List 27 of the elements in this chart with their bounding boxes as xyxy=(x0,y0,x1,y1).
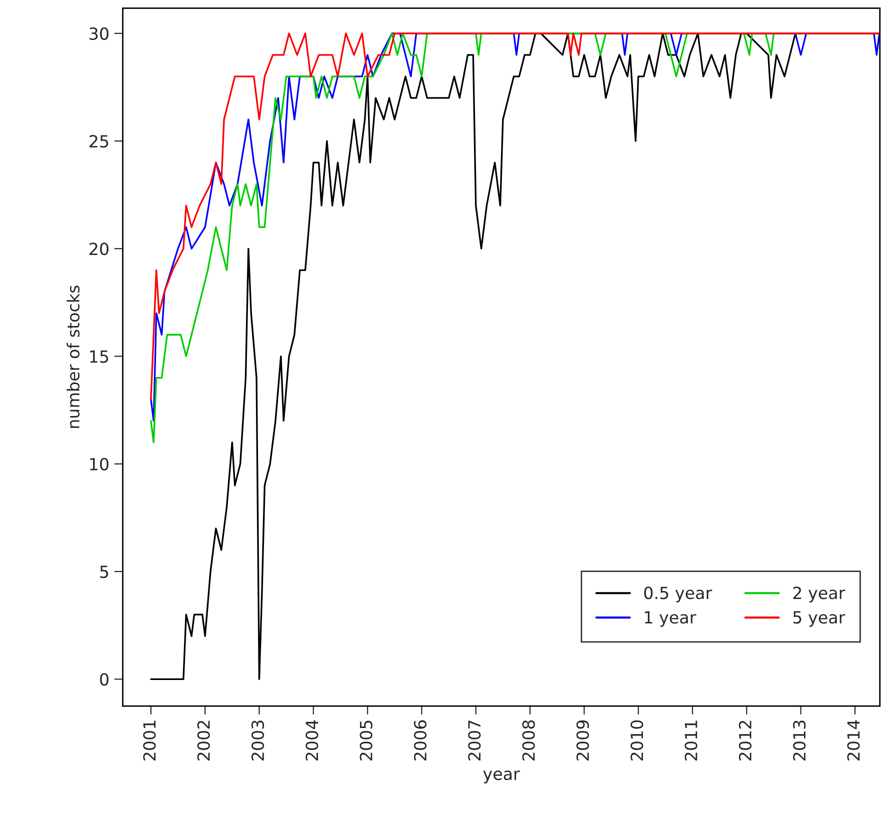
x-tick-label: 2005 xyxy=(360,720,372,760)
y-tick-label: 10 xyxy=(90,458,108,470)
x-tick-label: 2009 xyxy=(576,720,590,760)
x-tick-label: 2007 xyxy=(468,720,481,760)
y-tick-label: 5 xyxy=(100,566,108,578)
x-tick-label: 2012 xyxy=(738,720,752,760)
x-tick-label: 2006 xyxy=(414,720,427,760)
x-tick-label: 2001 xyxy=(143,720,156,760)
y-tick-label: 15 xyxy=(90,350,108,363)
x-tick-label: 2008 xyxy=(522,720,535,760)
x-tick-label: 2013 xyxy=(793,720,806,760)
y-tick-label: 20 xyxy=(90,242,108,256)
x-tick-label: 2011 xyxy=(684,720,698,760)
x-tick-label: 2014 xyxy=(847,720,860,760)
x-tick-label: 2004 xyxy=(306,720,318,760)
y-axis-title: number of stocks xyxy=(66,286,80,428)
y-tick-label: 0 xyxy=(100,673,108,686)
legend-label: 0.5 year xyxy=(644,586,712,602)
legend-label: 5 year xyxy=(793,611,846,627)
legend-label: 2 year xyxy=(793,586,846,602)
y-tick-label: 25 xyxy=(90,134,108,148)
x-tick-label: 2003 xyxy=(251,720,264,760)
legend-label: 1 year xyxy=(644,611,696,627)
x-tick-label: 2010 xyxy=(630,720,644,760)
y-tick-label: 30 xyxy=(90,27,108,40)
x-axis-title: year xyxy=(483,770,520,784)
x-tick-label: 2002 xyxy=(197,720,210,760)
